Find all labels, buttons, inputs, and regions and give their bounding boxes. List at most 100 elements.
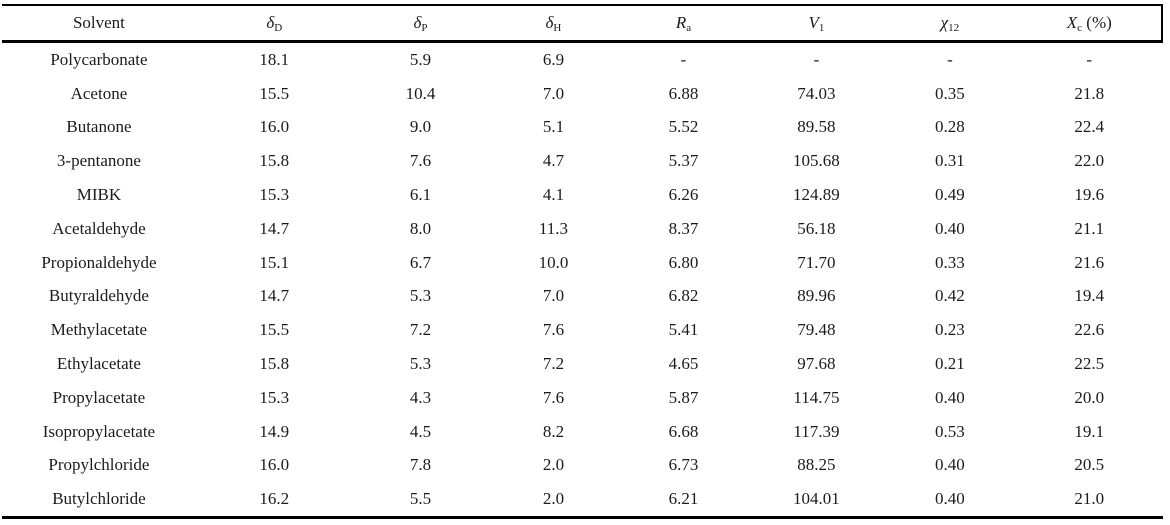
table-row: Propylacetate 15.3 4.3 7.6 5.87 114.75 0…	[2, 381, 1163, 415]
delta-h-cell: 8.2	[542, 421, 565, 441]
delta-d-cell: 14.7	[259, 286, 290, 306]
delta-p-cell: 5.9	[409, 49, 432, 69]
col-header-subscript: 12	[948, 21, 960, 34]
solvent-table-region: Solvent δD δP δH Ra V1 χ12 Xc (%) Polyca…	[2, 4, 1163, 520]
xc-cell: 20.5	[1074, 455, 1105, 475]
table-row: Acetaldehyde 14.7 8.0 11.3 8.37 56.18 0.…	[2, 212, 1163, 246]
chi12-cell: 0.28	[935, 117, 965, 137]
col-header-label: δ	[545, 12, 554, 32]
delta-p-cell: 4.3	[409, 387, 432, 407]
ra-cell: 6.26	[668, 185, 699, 205]
delta-d-cell: 14.9	[259, 421, 290, 441]
col-header-label: δ	[266, 12, 275, 32]
solvent-cell: Propionaldehyde	[41, 252, 157, 272]
chi12-cell: 0.40	[935, 489, 965, 509]
delta-d-cell: 15.5	[259, 83, 290, 103]
solvent-cell: Butyraldehyde	[48, 286, 149, 306]
delta-d-cell: 15.1	[259, 252, 290, 272]
xc-cell: -	[1086, 49, 1093, 69]
v1-cell: 97.68	[797, 354, 836, 374]
ra-cell: 8.37	[668, 218, 699, 238]
ra-cell: 6.21	[668, 489, 699, 509]
xc-cell: 19.4	[1074, 286, 1105, 306]
delta-h-cell: 6.9	[542, 49, 565, 69]
chi12-cell: 0.35	[935, 83, 965, 103]
table-row: Butyraldehyde 14.7 5.3 7.0 6.82 89.96 0.…	[2, 280, 1163, 314]
chi12-cell: 0.40	[935, 455, 965, 475]
ra-cell: 6.80	[668, 252, 699, 272]
chi12-cell: 0.31	[935, 151, 965, 171]
solvent-cell: Polycarbonate	[50, 49, 148, 69]
v1-cell: 105.68	[793, 151, 840, 171]
xc-cell: 22.0	[1074, 151, 1105, 171]
delta-d-cell: 14.7	[259, 218, 290, 238]
delta-d-cell: 15.3	[259, 185, 290, 205]
v1-cell: 74.03	[797, 83, 836, 103]
table-row: Butylchloride 16.2 5.5 2.0 6.21 104.01 0…	[2, 482, 1163, 517]
col-header-subscript: 1	[818, 21, 825, 34]
solvent-cell: Acetaldehyde	[52, 218, 146, 238]
delta-h-cell: 7.0	[542, 286, 565, 306]
delta-h-cell: 7.6	[542, 387, 565, 407]
table-row: Isopropylacetate 14.9 4.5 8.2 6.68 117.3…	[2, 415, 1163, 449]
chi12-cell: 0.53	[935, 421, 965, 441]
col-header-suffix: (%)	[1082, 12, 1112, 32]
chi12-cell: 0.40	[935, 387, 965, 407]
col-header-label: Solvent	[72, 12, 125, 32]
v1-cell: -	[813, 49, 820, 69]
solvent-cell: 3-pentanone	[56, 151, 141, 171]
v1-cell: 71.70	[797, 252, 836, 272]
v1-cell: 104.01	[793, 489, 840, 509]
v1-cell: 56.18	[797, 218, 836, 238]
solvent-properties-table: Solvent δD δP δH Ra V1 χ12 Xc (%) Polyca…	[2, 4, 1163, 520]
v1-cell: 79.48	[797, 320, 836, 340]
col-header-ra: Ra	[618, 5, 749, 43]
delta-h-cell: 4.1	[542, 185, 565, 205]
delta-p-cell: 7.8	[409, 455, 432, 475]
delta-d-cell: 15.8	[259, 354, 290, 374]
v1-cell: 117.39	[793, 421, 840, 441]
delta-d-cell: 18.1	[259, 49, 290, 69]
ra-cell: 6.73	[668, 455, 699, 475]
solvent-cell: Butylchloride	[52, 489, 146, 509]
solvent-cell: Propylchloride	[48, 455, 150, 475]
table-header: Solvent δD δP δH Ra V1 χ12 Xc (%)	[2, 5, 1163, 43]
delta-d-cell: 15.3	[259, 387, 290, 407]
table-row: MIBK 15.3 6.1 4.1 6.26 124.89 0.49 19.6	[2, 178, 1163, 212]
delta-h-cell: 7.0	[542, 83, 565, 103]
col-header-chi12: χ12	[884, 5, 1016, 43]
table-row: Methylacetate 15.5 7.2 7.6 5.41 79.48 0.…	[2, 313, 1163, 347]
ra-cell: -	[680, 49, 687, 69]
ra-cell: 4.65	[668, 354, 699, 374]
ra-cell: 5.52	[668, 117, 699, 137]
col-header-label: V	[808, 12, 819, 32]
table-row: Propionaldehyde 15.1 6.7 10.0 6.80 71.70…	[2, 246, 1163, 280]
solvent-cell: Butanone	[66, 117, 132, 137]
col-header-label: δ	[413, 12, 422, 32]
delta-p-cell: 4.5	[409, 421, 432, 441]
xc-cell: 21.1	[1074, 218, 1105, 238]
v1-cell: 89.58	[797, 117, 836, 137]
delta-p-cell: 7.6	[409, 151, 432, 171]
xc-cell: 19.6	[1074, 185, 1105, 205]
xc-cell: 22.5	[1074, 354, 1105, 374]
delta-p-cell: 5.3	[409, 286, 432, 306]
xc-cell: 20.0	[1074, 387, 1105, 407]
solvent-cell: Isopropylacetate	[42, 421, 156, 441]
delta-p-cell: 5.3	[409, 354, 432, 374]
col-header-delta-h: δH	[488, 5, 619, 43]
delta-h-cell: 2.0	[542, 455, 565, 475]
col-header-xc-percent: Xc (%)	[1015, 5, 1163, 43]
solvent-cell: Propylacetate	[52, 387, 146, 407]
chi12-cell: 0.40	[935, 218, 965, 238]
delta-d-cell: 15.5	[259, 320, 290, 340]
table-body: Polycarbonate 18.1 5.9 6.9 - - - - Aceto…	[2, 42, 1163, 518]
delta-h-cell: 4.7	[542, 151, 565, 171]
table-row: Propylchloride 16.0 7.8 2.0 6.73 88.25 0…	[2, 449, 1163, 483]
xc-cell: 22.6	[1074, 320, 1105, 340]
chi12-cell: -	[947, 49, 953, 69]
delta-h-cell: 2.0	[542, 489, 565, 509]
xc-cell: 21.8	[1074, 83, 1105, 103]
delta-p-cell: 6.7	[409, 252, 432, 272]
delta-p-cell: 8.0	[409, 218, 432, 238]
